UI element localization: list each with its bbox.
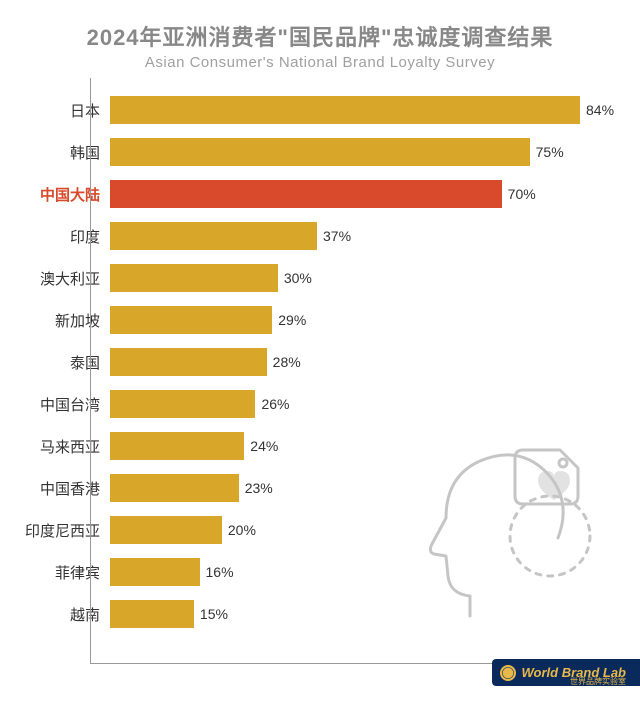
bar-fill: 29%	[110, 306, 272, 334]
bar-row: 泰国28%	[110, 341, 580, 383]
bar-fill: 75%	[110, 138, 530, 166]
bar-label: 印度	[20, 226, 106, 247]
title-block: 2024年亚洲消费者"国民品牌"忠诚度调查结果 Asian Consumer's…	[20, 20, 620, 71]
bar-label: 泰国	[20, 352, 106, 373]
bar-row: 中国大陆70%	[110, 173, 580, 215]
bar-track: 75%	[110, 138, 580, 166]
bar-row: 日本84%	[110, 89, 580, 131]
bar-track: 37%	[110, 222, 580, 250]
bar-label: 新加坡	[20, 310, 106, 331]
bar-value: 16%	[206, 564, 234, 580]
bar-fill: 26%	[110, 390, 255, 418]
bar-row: 澳大利亚30%	[110, 257, 580, 299]
bar-label: 菲律宾	[20, 562, 106, 583]
bar-row: 韩国75%	[110, 131, 580, 173]
bar-fill: 70%	[110, 180, 502, 208]
bar-row: 新加坡29%	[110, 299, 580, 341]
bar-value: 15%	[200, 606, 228, 622]
bar-fill: 16%	[110, 558, 200, 586]
bar-track: 26%	[110, 390, 580, 418]
bar-label: 韩国	[20, 142, 106, 163]
bar-row: 中国台湾26%	[110, 383, 580, 425]
bar-fill: 23%	[110, 474, 239, 502]
chart-container: 2024年亚洲消费者"国民品牌"忠诚度调查结果 Asian Consumer's…	[0, 0, 640, 716]
bar-track: 84%	[110, 96, 580, 124]
y-axis-line	[90, 78, 91, 664]
bar-value: 26%	[261, 396, 289, 412]
bar-value: 37%	[323, 228, 351, 244]
bar-fill: 15%	[110, 600, 194, 628]
bar-fill: 30%	[110, 264, 278, 292]
bar-value: 75%	[536, 144, 564, 160]
bar-value: 29%	[278, 312, 306, 328]
bar-value: 20%	[228, 522, 256, 538]
bar-row: 印度37%	[110, 215, 580, 257]
bar-label: 日本	[20, 100, 106, 121]
bar-label: 中国台湾	[20, 394, 106, 415]
bar-label: 澳大利亚	[20, 268, 106, 289]
bar-label: 马来西亚	[20, 436, 106, 457]
bar-track: 28%	[110, 348, 580, 376]
bar-track: 70%	[110, 180, 580, 208]
bar-track: 29%	[110, 306, 580, 334]
bar-value: 23%	[245, 480, 273, 496]
bar-track: 30%	[110, 264, 580, 292]
head-heart-tag-icon	[400, 426, 600, 626]
chart-title-sub: Asian Consumer's National Brand Loyalty …	[20, 54, 620, 71]
bar-label: 中国大陆	[20, 184, 106, 205]
bar-value: 24%	[250, 438, 278, 454]
bar-value: 28%	[273, 354, 301, 370]
bar-label: 印度尼西亚	[20, 520, 106, 541]
bar-fill: 37%	[110, 222, 317, 250]
bar-label: 中国香港	[20, 478, 106, 499]
bar-label: 越南	[20, 604, 106, 625]
bar-value: 84%	[586, 102, 614, 118]
bar-fill: 24%	[110, 432, 244, 460]
bar-value: 70%	[508, 186, 536, 202]
bar-fill: 84%	[110, 96, 580, 124]
brand-logo-badge: World Brand Lab 世界品牌实验室	[492, 659, 640, 686]
logo-subtext: 世界品牌实验室	[570, 676, 626, 687]
bar-fill: 28%	[110, 348, 267, 376]
chart-title-main: 2024年亚洲消费者"国民品牌"忠诚度调查结果	[20, 20, 620, 52]
bar-fill: 20%	[110, 516, 222, 544]
bar-value: 30%	[284, 270, 312, 286]
